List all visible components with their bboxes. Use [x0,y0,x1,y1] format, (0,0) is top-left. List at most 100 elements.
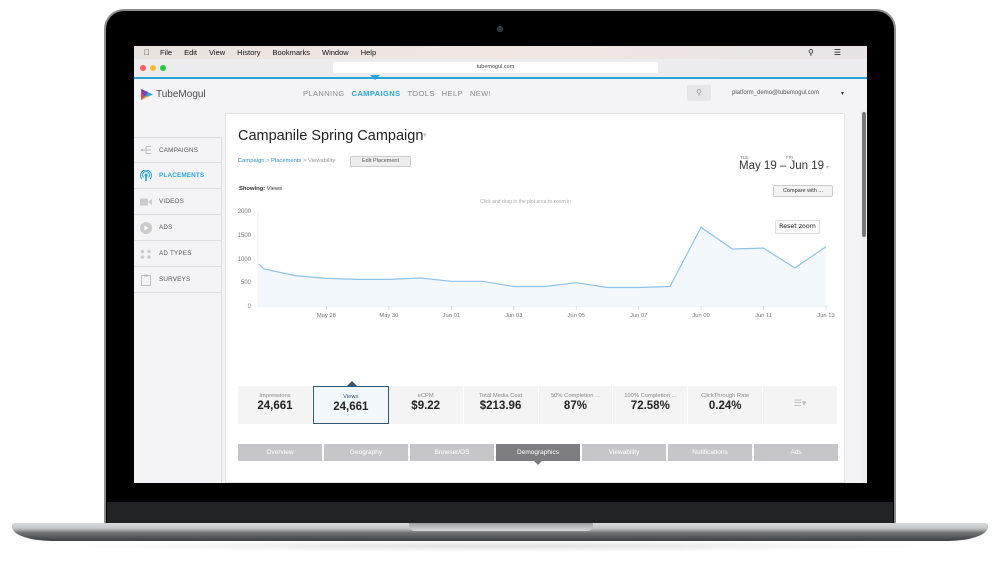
metric-value: $213.96 [479,400,522,412]
address-bar[interactable]: tubemogul.com [333,62,658,73]
laptop-chin [107,502,893,526]
notification-list-icon[interactable]: ☰ [833,48,841,57]
breadcrumb-campaign[interactable]: Campaign [238,158,265,164]
svg-text:0: 0 [248,304,252,310]
start-day-of-week: TUE [740,155,749,160]
svg-text:1000: 1000 [238,257,252,263]
reset-zoom-button[interactable]: Reset zoom [775,220,820,234]
svg-text:2000: 2000 [238,209,252,215]
metric-value: 24,661 [333,401,369,413]
sidebar-item-campaigns[interactable]: CAMPAIGNS [134,137,221,163]
metrics-bar: Impressions 24,661 Views 24,661 eCPM $9.… [238,381,838,424]
metric-value: 24,661 [257,400,293,412]
metric-label: Views [343,394,359,400]
svg-text:Jun 09: Jun 09 [692,313,709,319]
laptop-base [12,523,988,541]
nav-campaigns[interactable]: CAMPAIGNS [351,75,401,98]
minimize-window-button[interactable] [150,65,156,71]
menu-view[interactable]: View [203,48,225,57]
camera-icon [497,26,503,32]
sidebar-item-surveys[interactable]: SURVEYS [134,267,221,293]
page-scrollbar-thumb[interactable] [862,112,866,237]
compare-with-button[interactable]: Compare with ... [773,185,833,197]
page-scrollbar-track[interactable] [861,110,866,483]
metric-label: 100% Completion ... [624,393,677,399]
svg-text:Jun 01: Jun 01 [443,313,460,319]
tab-ads[interactable]: Ads [754,444,838,461]
app-header: TubeMogul PLANNING CAMPAIGNS TOOLS HELP … [134,75,867,109]
date-range-caret-icon[interactable]: ▾ [826,165,830,171]
svg-text:Jun 05: Jun 05 [568,313,585,319]
campaigns-tree-icon [140,144,152,156]
sidebar-item-videos[interactable]: VIDEOS [134,189,221,215]
metric-ecpm[interactable]: eCPM $9.22 [389,386,464,424]
nav-new[interactable]: NEW! [469,89,492,98]
apple-icon[interactable]:  [144,48,150,57]
date-range-label[interactable]: May 19 – Jun 19 [739,160,825,172]
edit-placement-button[interactable]: Edit Placement [350,156,411,167]
metric-views[interactable]: Views 24,661 [312,381,389,424]
tab-geography[interactable]: Geography [324,444,408,461]
svg-text:Jun 13: Jun 13 [817,313,834,319]
maximize-window-button[interactable] [160,65,166,71]
laptop-notch [409,523,593,531]
svg-text:Jun 07: Jun 07 [630,313,647,319]
views-area-chart[interactable]: 2000 1500 1000 500 0 May 28 May 30 Jun 01 J… [226,114,846,384]
main-panel: Campanile Spring Campaign ▾ Campaign > P… [225,113,845,483]
tab-demographics[interactable]: Demographics [496,444,580,465]
user-menu[interactable]: platform_demo@tubemogul.com [732,90,820,96]
metric-impressions[interactable]: Impressions 24,661 [238,386,313,424]
sidebar-item-label: AD TYPES [159,250,192,257]
play-icon [140,221,152,234]
menu-bookmarks[interactable]: Bookmarks [266,48,311,57]
close-window-button[interactable] [140,65,146,71]
tab-viewability[interactable]: Viewability [582,444,666,461]
metric-label: 50% Completion ... [550,393,600,399]
browser-toolbar: tubemogul.com [134,59,867,79]
tab-notifications[interactable]: Notifications [668,444,752,461]
menu-window[interactable]: Window [316,48,349,57]
breadcrumb-placements[interactable]: Placements [271,158,302,164]
brand-logo[interactable]: TubeMogul [140,88,206,101]
sidebar-item-ad-types[interactable]: AD TYPES [134,241,221,267]
metric-value: $9.22 [411,400,441,412]
menu-help[interactable]: Help [354,48,376,57]
metric-value: 0.24% [708,400,742,412]
metric-label: Impressions [259,393,291,399]
tab-browser-os[interactable]: Browser/OS [410,444,494,461]
nav-tools[interactable]: TOOLS [407,89,435,98]
svg-text:Jun 11: Jun 11 [755,313,772,319]
menu-file[interactable]: File [154,48,172,57]
menu-history[interactable]: History [231,48,260,57]
sidebar-item-label: CAMPAIGNS [159,146,199,154]
sidebar-item-label: ADS [159,224,173,231]
metric-label: eCPM [417,393,434,399]
sidebar-item-label: VIDEOS [159,198,184,205]
tubemogul-logo-icon [141,88,153,100]
sidebar-item-placements[interactable]: PLACEMENTS [134,163,221,189]
metric-100-completion[interactable]: 100% Completion ... 72.58% [613,386,689,424]
showing-label: Showing: [239,186,266,192]
nav-help[interactable]: HELP [441,89,463,98]
menu-edit[interactable]: Edit [178,48,197,57]
search-button[interactable]: ⚲ [687,85,711,101]
sidebar-item-label: PLACEMENTS [159,172,205,179]
showing-value: Views [266,186,283,192]
breadcrumb: Campaign > Placements > Viewability [238,158,335,164]
metrics-menu-button[interactable]: ☰▾ [763,386,838,424]
chart-zoom-hint: Click and drag in the plot area to zoom … [480,199,571,205]
metric-total-media-cost[interactable]: Total Media Cost $213.96 [464,386,539,424]
metric-clickthrough-rate[interactable]: ClickThrough Rate 0.24% [688,386,764,424]
tab-overview[interactable]: Overview [238,444,322,461]
metric-value: 72.58% [630,400,670,412]
clipboard-icon [140,274,152,286]
spotlight-search-icon[interactable]: ⚲ [807,48,814,57]
showing-metric-label: Showing: Views [239,186,282,192]
search-icon: ⚲ [696,88,702,97]
metric-50-completion[interactable]: 50% Completion ... 87% [539,386,614,424]
title-dropdown-caret-icon[interactable]: ▾ [423,132,427,139]
sidebar-item-ads[interactable]: ADS [134,215,221,241]
grid-dots-icon [140,248,152,260]
nav-planning[interactable]: PLANNING [303,89,345,98]
user-menu-caret-icon[interactable]: ▾ [841,91,845,97]
